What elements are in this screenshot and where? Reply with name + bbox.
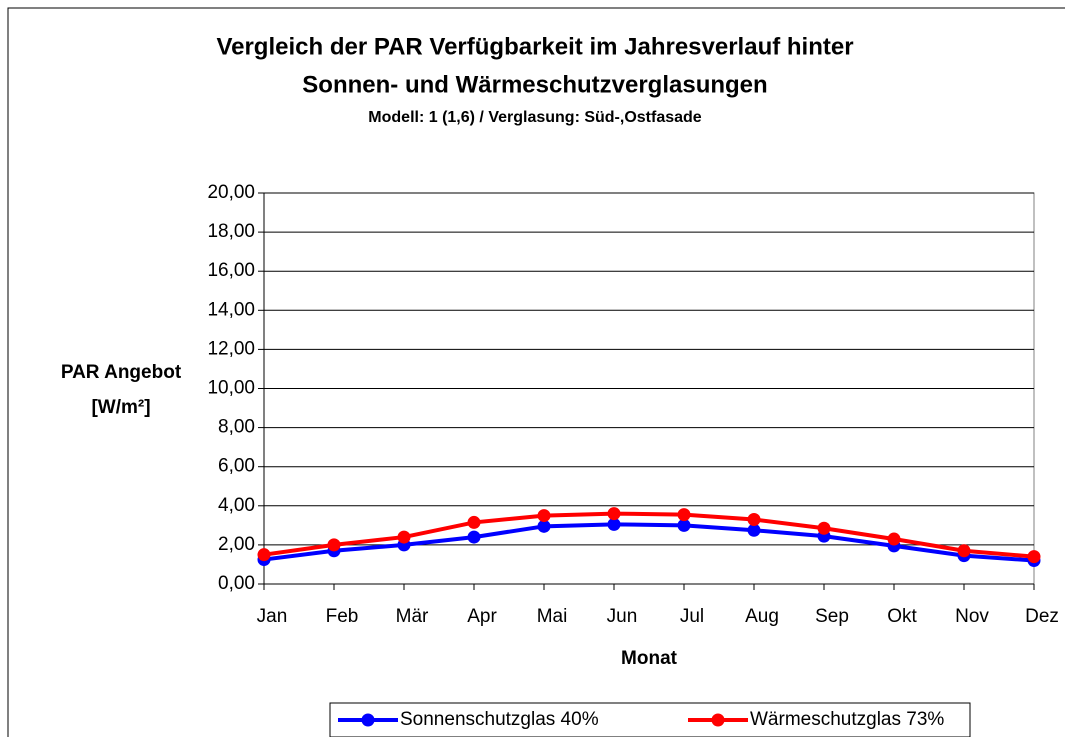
y-tick-label: 16,00 <box>207 260 255 281</box>
x-axis-label: Monat <box>621 648 678 669</box>
y-tick-label: 0,00 <box>218 573 255 594</box>
y-tick-label: 20,00 <box>207 182 255 203</box>
x-tick-label: Mär <box>396 606 429 627</box>
data-point <box>607 517 621 531</box>
data-point <box>537 509 551 523</box>
data-point <box>397 530 411 544</box>
data-point <box>887 532 901 546</box>
y-axis-label: PAR Angebot <box>61 362 182 383</box>
legend-marker <box>361 713 375 727</box>
x-tick-label: Jan <box>257 606 288 627</box>
x-tick-label: Mai <box>537 606 568 627</box>
y-tick-label: 6,00 <box>218 456 255 477</box>
data-point <box>957 544 971 558</box>
x-tick-label: Aug <box>745 606 779 627</box>
data-point <box>467 515 481 529</box>
y-tick-label: 14,00 <box>207 299 255 320</box>
y-tick-label: 12,00 <box>207 338 255 359</box>
data-point <box>677 518 691 532</box>
chart-subtitle: Modell: 1 (1,6) / Verglasung: Süd-,Ostfa… <box>368 109 702 126</box>
x-tick-label: Apr <box>467 606 497 627</box>
data-point <box>747 512 761 526</box>
chart-title: Vergleich der PAR Verfügbarkeit im Jahre… <box>216 33 853 60</box>
data-point <box>607 507 621 521</box>
x-tick-label: Feb <box>326 606 359 627</box>
data-point <box>257 548 271 562</box>
y-tick-label: 8,00 <box>218 417 255 438</box>
chart-frame <box>7 7 1065 737</box>
data-point <box>747 523 761 537</box>
data-point <box>1027 550 1041 564</box>
x-tick-label: Jul <box>680 606 704 627</box>
y-tick-label: 18,00 <box>207 221 255 242</box>
x-tick-label: Okt <box>887 606 917 627</box>
x-tick-label: Nov <box>955 606 989 627</box>
legend-label: Wärmeschutzglas 73% <box>750 709 944 730</box>
chart-title: Sonnen- und Wärmeschutzverglasungen <box>302 71 767 98</box>
y-tick-label: 4,00 <box>218 495 255 516</box>
series-line <box>263 511 1035 559</box>
y-tick-label: 2,00 <box>218 534 255 555</box>
y-tick-label: 10,00 <box>207 378 255 399</box>
data-point <box>327 538 341 552</box>
series-line <box>263 522 1035 563</box>
legend-label: Sonnenschutzglas 40% <box>400 709 599 730</box>
x-tick-label: Dez <box>1025 606 1059 627</box>
y-axis-label: [W/m²] <box>91 397 150 418</box>
data-point <box>817 521 831 535</box>
data-point <box>677 508 691 522</box>
x-tick-label: Sep <box>815 606 849 627</box>
data-point <box>537 519 551 533</box>
data-point <box>467 530 481 544</box>
x-tick-label: Jun <box>607 606 638 627</box>
legend-marker <box>711 713 725 727</box>
legend <box>329 702 971 737</box>
